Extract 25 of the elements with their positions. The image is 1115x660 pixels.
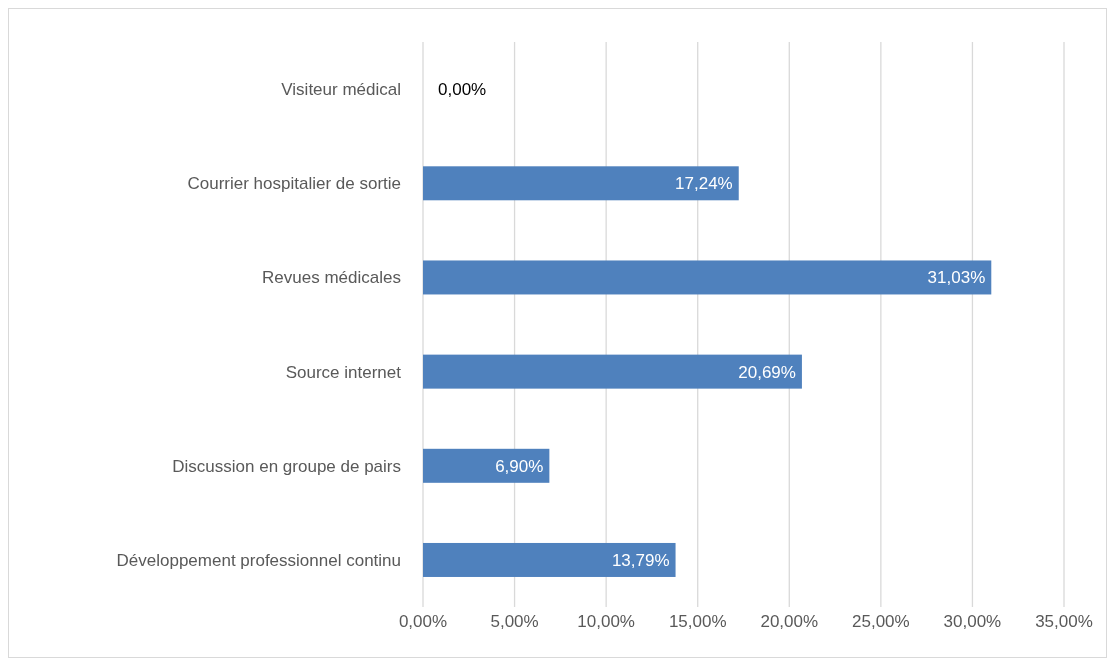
x-tick-label: 25,00% bbox=[852, 612, 910, 632]
x-tick-label: 15,00% bbox=[668, 612, 727, 632]
x-tick-label: 10,00% bbox=[577, 612, 635, 632]
data-label: 6,90% bbox=[495, 456, 544, 476]
bar bbox=[423, 166, 739, 201]
x-tick-label: 20,00% bbox=[760, 612, 819, 632]
data-label: 0,00% bbox=[438, 80, 487, 100]
x-tick-label: 5,00% bbox=[490, 612, 539, 632]
data-label: 17,24% bbox=[675, 174, 733, 194]
x-tick-label: 30,00% bbox=[943, 612, 1002, 632]
y-tick-label: Discussion en groupe de pairs bbox=[172, 456, 401, 476]
data-label: 31,03% bbox=[927, 268, 986, 288]
bar bbox=[423, 448, 550, 483]
y-tick-label: Développement professionnel continu bbox=[116, 550, 401, 570]
data-label: 13,79% bbox=[611, 550, 670, 570]
y-tick-label: Source internet bbox=[285, 362, 402, 382]
x-tick-label: 0,00% bbox=[398, 612, 448, 632]
y-tick-label: Courrier hospitalier de sortie bbox=[187, 174, 401, 194]
bar bbox=[423, 542, 676, 577]
x-tick-label: 35,00% bbox=[1035, 612, 1093, 632]
bar bbox=[423, 260, 992, 295]
y-tick-label: Revues médicales bbox=[262, 268, 401, 288]
bar bbox=[423, 354, 802, 389]
y-tick-label: Visiteur médical bbox=[281, 80, 401, 100]
data-label: 20,69% bbox=[738, 362, 796, 382]
